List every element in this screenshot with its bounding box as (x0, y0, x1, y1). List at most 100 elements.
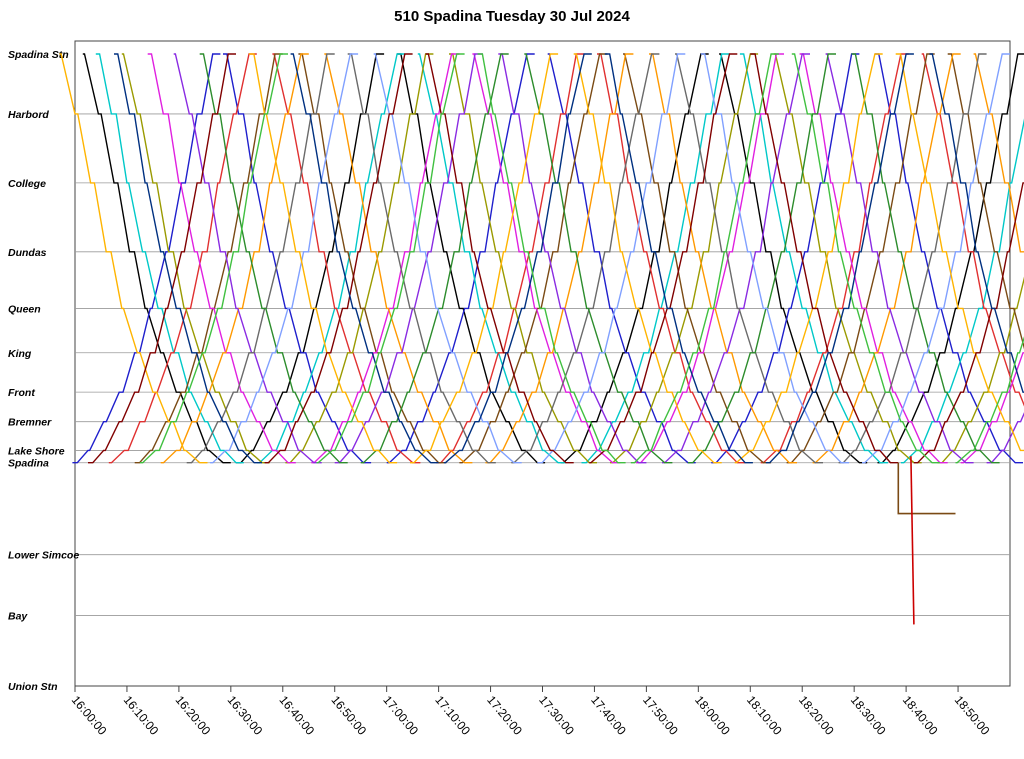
stop-label: Front (8, 387, 35, 399)
trip-trace (114, 53, 262, 464)
trip-trace (581, 53, 730, 464)
trip-trace (825, 53, 974, 464)
trip-trace (272, 53, 421, 464)
trip-trace (895, 53, 1024, 452)
trip-trace (851, 53, 1000, 464)
stop-label: Queen (8, 303, 41, 315)
trip-trace (573, 53, 722, 464)
vehicle-series (95, 53, 1024, 464)
trip-trace (498, 53, 647, 464)
trip-trace (134, 53, 283, 464)
x-tick-label: 16:40:00 (276, 693, 317, 738)
vehicle-series (108, 53, 1024, 464)
vehicle-series (139, 53, 1024, 464)
trip-trace (186, 53, 335, 464)
trip-trace (298, 53, 447, 464)
trip-trace (397, 53, 546, 464)
x-tick-label: 16:00:00 (69, 693, 110, 738)
trip-trace (108, 53, 257, 464)
trip-trace (913, 182, 1024, 464)
trip-trace (610, 53, 759, 464)
trip-trace (360, 53, 509, 464)
trip-trace (410, 53, 559, 464)
trip-trace (139, 53, 288, 464)
trip-trace (799, 53, 948, 464)
trip-trace (311, 53, 460, 464)
trip-trace (973, 53, 1024, 253)
trip-trace (623, 53, 772, 464)
trip-trace (425, 53, 574, 464)
trip-trace (937, 276, 1024, 464)
trip-trace (986, 412, 1024, 464)
vehicle-series (186, 53, 987, 464)
trip-trace (786, 53, 935, 464)
trip-trace (417, 53, 566, 464)
diversion-trace (897, 462, 956, 515)
vehicle-series (114, 53, 1024, 464)
trip-trace (121, 53, 270, 464)
stop-label: Bremner (8, 417, 52, 429)
trip-trace (173, 53, 322, 464)
trip-trace (82, 53, 231, 464)
stop-label: King (8, 348, 32, 360)
vehicle-series (147, 53, 1024, 464)
trip-trace (597, 53, 746, 464)
stop-label: Spadina (8, 458, 49, 470)
trip-trace (95, 53, 244, 464)
trip-trace (199, 53, 348, 464)
plot-frame (74, 40, 1011, 687)
trip-trace (443, 53, 592, 464)
trip-trace (334, 53, 483, 464)
trip-trace (147, 53, 296, 464)
x-tick-label: 17:10:00 (432, 693, 473, 738)
trip-trace (649, 53, 797, 464)
vehicle-series (173, 53, 1024, 464)
trip-trace (921, 53, 1024, 407)
vehicle-series (82, 53, 1024, 464)
stop-label: Lake Shore (8, 445, 65, 457)
vehicle-series (72, 53, 1023, 464)
x-tick-label: 17:30:00 (536, 693, 577, 738)
vehicle-series (160, 53, 1024, 464)
trip-trace (700, 53, 849, 464)
trip-trace (511, 53, 660, 464)
x-tick-label: 17:00:00 (380, 693, 421, 738)
trip-trace (960, 352, 1024, 464)
x-tick-label: 16:30:00 (225, 693, 266, 738)
vehicle-series (134, 53, 1024, 464)
trip-trace (459, 53, 608, 464)
chart-title: 510 Spadina Tuesday 30 Jul 2024 (394, 8, 630, 25)
trip-trace (223, 53, 372, 464)
trip-trace (838, 53, 987, 464)
trip-trace (285, 53, 434, 464)
trip-trace (719, 53, 868, 464)
trip-trace (59, 53, 208, 464)
trip-trace (734, 53, 883, 464)
trip-trace (373, 53, 522, 464)
trip-trace (316, 53, 465, 464)
trip-trace (955, 336, 1024, 464)
x-tick-label: 18:40:00 (900, 693, 941, 738)
vehicle-series (59, 53, 1024, 464)
x-tick-label: 18:30:00 (848, 693, 889, 738)
x-tick-label: 16:20:00 (173, 693, 214, 738)
trip-trace (760, 53, 909, 464)
vehicle-series (88, 53, 1024, 464)
trip-trace (236, 53, 385, 464)
trip-trace (88, 53, 236, 464)
trip-trace (547, 53, 696, 464)
stop-label: Harbord (8, 109, 49, 121)
trip-trace (750, 53, 899, 464)
trip-trace (765, 53, 914, 464)
trip-trace (264, 53, 413, 464)
trip-trace (477, 53, 626, 464)
trip-trace (386, 53, 535, 464)
trip-trace (636, 53, 784, 464)
vehicle-series (121, 53, 1024, 464)
trip-trace (604, 53, 753, 464)
x-tick-label: 18:20:00 (796, 693, 837, 738)
stop-label: Union Stn (8, 681, 58, 693)
x-tick-label: 18:50:00 (952, 693, 993, 738)
trip-trace (290, 53, 439, 464)
